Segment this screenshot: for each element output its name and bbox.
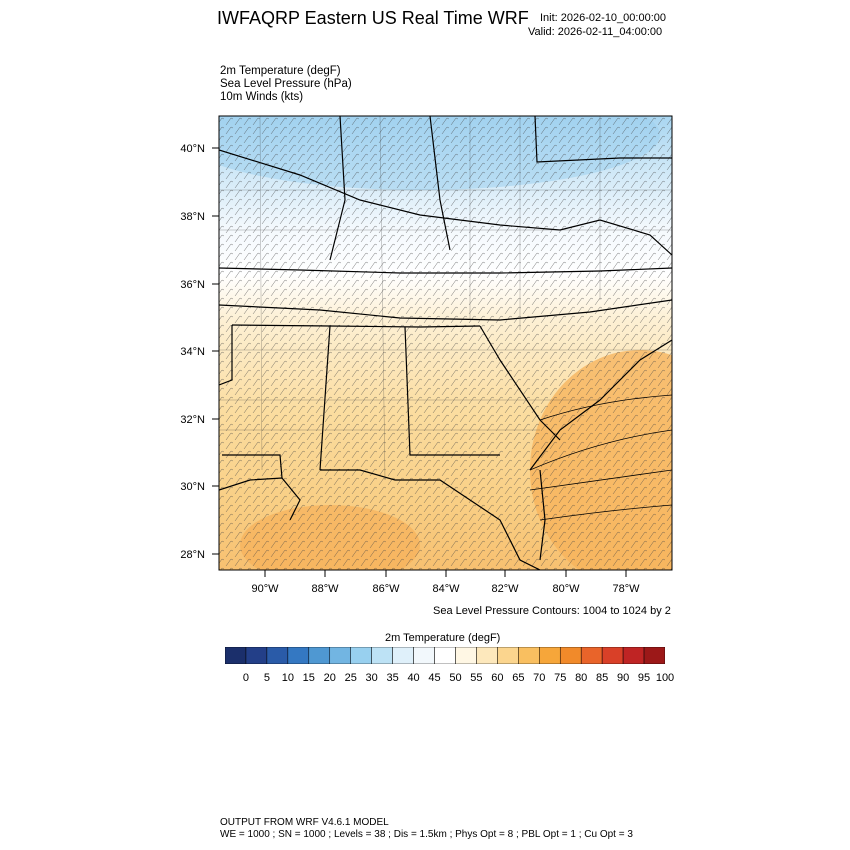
colorbar-swatch	[434, 647, 456, 664]
colorbar-swatch	[643, 647, 665, 664]
contour-note: Sea Level Pressure Contours: 1004 to 102…	[433, 605, 671, 617]
init-time: Init: 2026-02-10_00:00:00	[540, 12, 666, 24]
colorbar-label: 80	[575, 672, 588, 684]
pressure-contours	[529, 394, 672, 521]
colorbar-swatch	[622, 647, 645, 664]
valid-time: Valid: 2026-02-11_04:00:00	[528, 26, 663, 38]
lon-label-80w: 80°W	[552, 583, 580, 595]
colorbar-label: 75	[554, 672, 567, 684]
lon-label-84w: 84°W	[432, 583, 460, 595]
lon-label-82w: 82°W	[491, 583, 519, 595]
field-label-winds: 10m Winds (kts)	[220, 91, 304, 103]
lon-label-86w: 86°W	[372, 583, 400, 595]
lon-label-90w: 90°W	[251, 583, 279, 595]
colorbar-swatch	[497, 647, 519, 664]
model-config: WE = 1000 ; SN = 1000 ; Levels = 38 ; Di…	[220, 829, 633, 840]
colorbar-label: 95	[637, 672, 651, 684]
weather-map: 40°N 38°N 36°N 34°N 32°N 30°N 28°N 90°W …	[180, 115, 673, 595]
colorbar-label: 5	[263, 672, 270, 684]
colorbar-swatch	[329, 647, 351, 664]
county-borders	[219, 116, 672, 481]
colorbar-label: 55	[470, 672, 483, 684]
colorbar-label: 100	[655, 672, 675, 684]
lat-label-34n: 34°N	[180, 346, 205, 358]
colorbar-swatch	[580, 647, 603, 664]
lat-label-40n: 40°N	[180, 143, 205, 155]
lat-label-36n: 36°N	[180, 279, 205, 291]
colorbar-swatch	[559, 647, 582, 664]
colorbar-swatch	[476, 647, 498, 664]
lon-label-78w: 78°W	[612, 583, 640, 595]
colorbar-label: 30	[365, 672, 378, 684]
colorbar-swatch	[539, 647, 561, 664]
lon-label-88w: 88°W	[311, 583, 339, 595]
chart-title: IWFAQRP Eastern US Real Time WRF	[217, 8, 529, 28]
colorbar-label: 85	[596, 672, 609, 684]
field-label-temperature: 2m Temperature (degF)	[220, 65, 341, 77]
colorbar-swatch	[371, 647, 393, 664]
latitude-ticks	[212, 147, 219, 555]
colorbar-label: 90	[616, 672, 630, 684]
model-info: OUTPUT FROM WRF V4.6.1 MODEL	[220, 817, 389, 828]
colorbar-swatch	[245, 647, 268, 664]
colorbar-label: 20	[323, 672, 336, 684]
colorbar-swatch	[413, 647, 435, 664]
colorbar-title: 2m Temperature (degF)	[385, 632, 501, 644]
colorbar-swatch	[350, 647, 372, 664]
colorbar-label: 15	[302, 672, 315, 684]
colorbar-labels: 0 5 10 15 20 25 30 35 40 45 50 55 60 65 70 75 80 85 90 95 10…	[225, 672, 674, 686]
colorbar	[225, 647, 665, 664]
lat-label-30n: 30°N	[180, 481, 205, 493]
wind-barbs	[219, 116, 672, 570]
colorbar-label: 70	[533, 672, 546, 684]
lat-label-32n: 32°N	[180, 414, 205, 426]
colorbar-swatch	[225, 647, 247, 664]
colorbar-label: 35	[386, 672, 399, 684]
colorbar-swatch	[392, 647, 414, 664]
colorbar-swatch	[266, 647, 289, 664]
colorbar-swatch	[287, 647, 310, 664]
colorbar-swatch	[308, 647, 331, 664]
colorbar-label: 10	[281, 672, 294, 684]
colorbar-swatch	[601, 647, 624, 664]
lat-label-28n: 28°N	[180, 549, 205, 561]
colorbar-label: 40	[407, 672, 420, 684]
colorbar-label: 65	[512, 672, 525, 684]
colorbar-swatch	[455, 647, 477, 664]
colorbar-label: 0	[242, 672, 249, 684]
colorbar-label: 25	[344, 672, 357, 684]
longitude-ticks	[264, 570, 627, 577]
colorbar-label: 45	[428, 672, 441, 684]
field-label-pressure: Sea Level Pressure (hPa)	[220, 78, 352, 90]
colorbar-label: 60	[491, 672, 504, 684]
colorbar-swatch	[518, 647, 540, 664]
colorbar-label: 50	[449, 672, 462, 684]
lat-label-38n: 38°N	[180, 211, 205, 223]
